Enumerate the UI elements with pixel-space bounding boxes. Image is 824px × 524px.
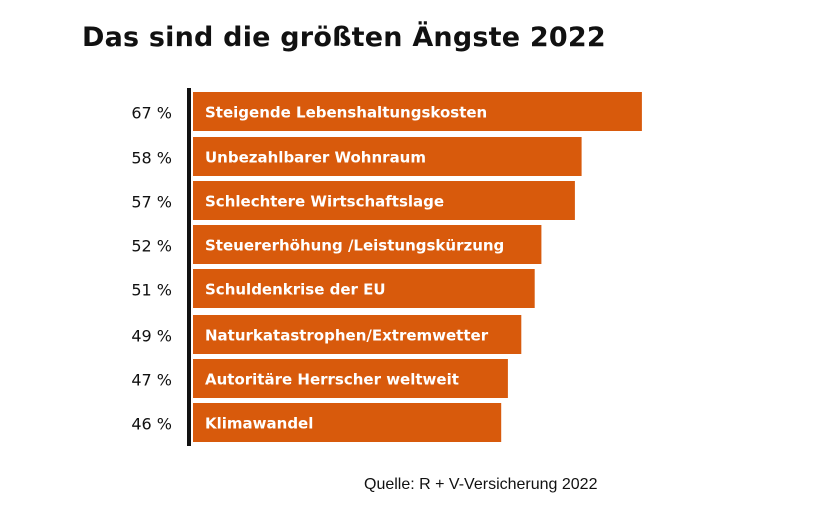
bar <box>193 92 642 131</box>
bar <box>193 225 542 264</box>
bar-value-label: 67 % <box>131 104 172 123</box>
bar-category-label: Schlechtere Wirtschaftslage <box>205 193 444 211</box>
bar-group: Naturkatastrophen/Extremwetter 49 % <box>131 315 522 354</box>
bar-group: Klimawandel 46 % <box>131 403 502 442</box>
bar-category-label: Unbezahlbarer Wohnraum <box>205 149 426 167</box>
bar-value-label: 47 % <box>131 371 172 390</box>
bar-category-label: Klimawandel <box>205 415 313 433</box>
bar-group: Steuererhöhung /Leistungskürzung 52 % <box>131 225 542 264</box>
bar-value-label: 58 % <box>131 149 172 168</box>
chart-title: Das sind die größten Ängste 2022 <box>82 22 606 53</box>
bar-category-label: Naturkatastrophen/Extremwetter <box>205 327 489 345</box>
bar <box>193 403 502 442</box>
bar <box>193 137 582 176</box>
bar <box>193 181 575 220</box>
source-note: Quelle: R + V-Versicherung 2022 <box>364 476 598 493</box>
bar-value-label: 52 % <box>131 237 172 256</box>
bar-value-label: 57 % <box>131 193 172 212</box>
bar-group: Steigende Lebenshaltungskosten 67 % <box>131 92 642 131</box>
bar-category-label: Schuldenkrise der EU <box>205 281 386 299</box>
bar-category-label: Steuererhöhung /Leistungskürzung <box>205 237 504 255</box>
bar-category-label: Autoritäre Herrscher weltweit <box>205 371 459 389</box>
bar-value-label: 46 % <box>131 415 172 434</box>
bar <box>193 315 522 354</box>
bar-group: Unbezahlbarer Wohnraum 58 % <box>131 137 582 176</box>
bar <box>193 359 508 398</box>
bar <box>193 269 535 308</box>
bar-group: Autoritäre Herrscher weltweit 47 % <box>131 359 508 398</box>
bar-group: Schuldenkrise der EU 51 % <box>131 269 535 308</box>
bar-value-label: 49 % <box>131 327 172 346</box>
bar-value-label: 51 % <box>131 281 172 300</box>
bar-group: Schlechtere Wirtschaftslage 57 % <box>131 181 575 220</box>
bar-category-label: Steigende Lebenshaltungskosten <box>205 104 487 122</box>
